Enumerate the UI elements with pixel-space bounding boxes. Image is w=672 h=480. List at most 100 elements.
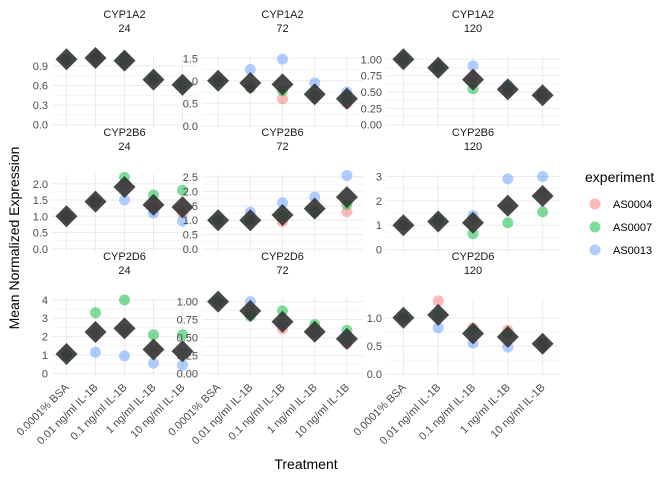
mean-marker: [496, 194, 519, 217]
mean-marker: [303, 197, 326, 220]
y-tick-label: 3: [42, 313, 48, 325]
mean-marker: [303, 320, 326, 343]
legend-title: experiment: [585, 169, 654, 185]
y-tick-label: 2: [376, 196, 382, 208]
strip-time-label: 72: [276, 265, 288, 277]
mean-marker: [84, 190, 107, 213]
y-tick-label: 1: [376, 220, 382, 232]
mean-marker: [303, 83, 326, 106]
y-tick-label: 0.5: [183, 98, 198, 110]
mean-marker: [84, 46, 107, 69]
point-as0007: [148, 329, 159, 341]
mean-marker: [271, 204, 294, 227]
mean-marker: [171, 196, 194, 219]
mean-marker: [462, 68, 484, 91]
mean-marker: [84, 320, 107, 343]
strip-gene-label: CYP2B6: [452, 127, 494, 139]
y-tick-label: 1.00: [177, 297, 198, 309]
point-as0013: [119, 194, 130, 206]
y-tick-label: 1.0: [33, 211, 48, 223]
mean-marker: [271, 73, 294, 96]
mean-marker: [462, 211, 484, 234]
y-tick-label: 3: [376, 171, 382, 183]
y-tick-label: 0: [42, 368, 48, 380]
strip-time-label: 72: [276, 23, 288, 35]
mean-marker: [496, 78, 519, 101]
mean-marker: [142, 193, 165, 216]
point-as0007: [119, 294, 130, 306]
y-tick-label: 2.5: [183, 172, 198, 184]
point-as0004: [277, 93, 288, 105]
y-tick-label: 0.5: [367, 341, 382, 353]
strip-time-label: 120: [464, 265, 482, 277]
strip-gene-label: CYP2D6: [452, 251, 495, 263]
strip-gene-label: CYP1A2: [261, 9, 303, 21]
mean-marker: [142, 338, 165, 361]
strip-time-label: 120: [464, 141, 482, 153]
y-tick-label: 1.0: [183, 76, 198, 88]
point-as0013: [309, 77, 321, 89]
y-tick-label: 0.0: [183, 244, 198, 256]
strip-time-label: 72: [276, 141, 288, 153]
point-as0004: [432, 295, 444, 307]
point-as0013: [432, 322, 444, 334]
legend-key-as0007: [589, 221, 601, 233]
mean-marker: [207, 290, 230, 313]
point-as0013: [341, 169, 353, 181]
mean-marker: [142, 68, 165, 91]
mean-marker: [207, 209, 230, 232]
y-tick-label: 0.00: [361, 120, 382, 132]
legend-key-as0004: [589, 198, 601, 210]
strip-gene-label: CYP1A2: [452, 9, 494, 21]
point-as0013: [277, 197, 288, 209]
mean-marker: [427, 210, 450, 233]
point-as0013: [309, 191, 321, 203]
point-as0007: [90, 307, 101, 319]
x-tick-label: 0.1 ng/ml IL-1B: [226, 382, 287, 443]
y-tick-label: 1.5: [183, 53, 198, 65]
mean-marker: [531, 332, 554, 355]
x-axis-title: Treatment: [274, 456, 337, 472]
point-as0007: [502, 217, 514, 229]
point-as0013: [537, 170, 549, 182]
mean-marker: [392, 48, 415, 71]
y-tick-label: 0.00: [177, 368, 198, 380]
legend-label-as0013: AS0013: [613, 245, 652, 257]
mean-marker: [55, 343, 78, 366]
legend: experiment AS0004 AS0007 AS0013: [585, 169, 654, 257]
strip-time-label: 24: [118, 23, 130, 35]
y-tick-label: 0.9: [33, 61, 48, 73]
y-tick-label: 0.0: [367, 369, 382, 381]
point-as0007: [537, 206, 549, 218]
y-tick-label: 1.00: [361, 54, 382, 66]
y-tick-label: 4: [42, 295, 48, 307]
y-tick-label: 0.75: [361, 71, 382, 83]
mean-marker: [239, 72, 262, 94]
mean-marker: [427, 303, 450, 326]
point-as0013: [177, 215, 188, 227]
mean-marker: [335, 327, 358, 350]
mean-marker: [392, 306, 415, 329]
y-tick-label: 2: [42, 332, 48, 344]
y-tick-label: 1.5: [183, 201, 198, 213]
y-tick-label: 0.50: [361, 87, 382, 99]
point-as0007: [177, 329, 188, 341]
y-tick-label: 1: [42, 350, 48, 362]
mean-marker: [496, 325, 519, 348]
panel-cyp2b6-72: 0.0 0.5 1.0 1.5 2.0 2.5 CYP2B6 72: [183, 127, 363, 256]
mean-marker: [335, 87, 358, 110]
y-tick-label: 0.0: [33, 244, 48, 256]
y-tick-label: 0.3: [33, 100, 48, 112]
strip-gene-label: CYP2B6: [103, 127, 145, 139]
y-tick-label: 0: [376, 245, 382, 257]
legend-key-as0013: [589, 244, 601, 256]
point-as0013: [90, 346, 101, 358]
panel-cyp1a2-120: 0.00 0.25 0.50 0.75 1.00 CYP1A2 120: [361, 9, 560, 132]
panel-cyp2d6-24: 0 1 2 3 4 CYP2D6 24: [42, 251, 197, 380]
point-as0013: [148, 357, 159, 369]
x-tick-label: 0.01 ng/ml IL-1B: [378, 382, 444, 448]
legend-label-as0004: AS0004: [613, 199, 652, 211]
mean-marker: [392, 214, 415, 237]
panel-cyp2d6-120: 0.0 0.5 1.0 CYP2D6 120: [367, 251, 560, 381]
